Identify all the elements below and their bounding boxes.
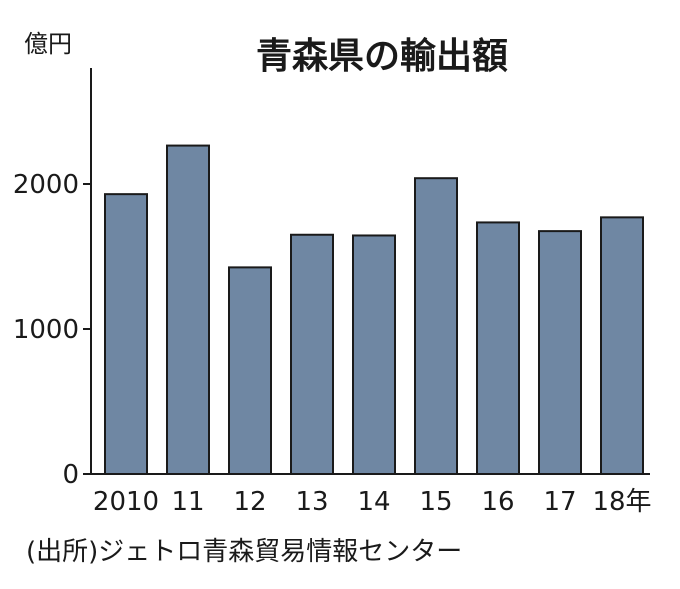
x-tick-label: 15 bbox=[419, 487, 452, 517]
x-tick-label: 13 bbox=[295, 487, 328, 517]
x-axis: 2010 11 12 13 14 15 16 17 18年 bbox=[91, 473, 652, 517]
x-tick-label: 17 bbox=[543, 487, 576, 517]
y-tick-label: 2000 bbox=[13, 170, 79, 200]
bar-14 bbox=[352, 234, 396, 475]
bar-15 bbox=[414, 177, 458, 475]
bars-group bbox=[104, 144, 644, 475]
y-axis: 0 1000 2000 bbox=[13, 68, 92, 490]
x-tick-label: 12 bbox=[233, 487, 266, 517]
bar-13 bbox=[290, 233, 334, 475]
x-tick-label: 18年 bbox=[592, 487, 651, 517]
chart-title: 青森県の輸出額 bbox=[256, 36, 508, 77]
x-tick-label: 2010 bbox=[93, 487, 159, 517]
x-tick-label: 14 bbox=[357, 487, 390, 517]
bar-16 bbox=[476, 221, 520, 475]
y-tick-label: 0 bbox=[62, 460, 79, 490]
bar-18年 bbox=[600, 216, 644, 475]
x-tick-label: 11 bbox=[171, 487, 204, 517]
bar-11 bbox=[166, 144, 210, 475]
source-note: (出所)ジェトロ青森貿易情報センター bbox=[26, 537, 462, 567]
bar-17 bbox=[538, 230, 582, 475]
y-axis-unit-label: 億円 bbox=[24, 30, 72, 58]
bar-12 bbox=[228, 266, 272, 475]
x-tick-label: 16 bbox=[481, 487, 514, 517]
bar-2010 bbox=[104, 193, 148, 475]
y-tick-label: 1000 bbox=[13, 315, 79, 345]
